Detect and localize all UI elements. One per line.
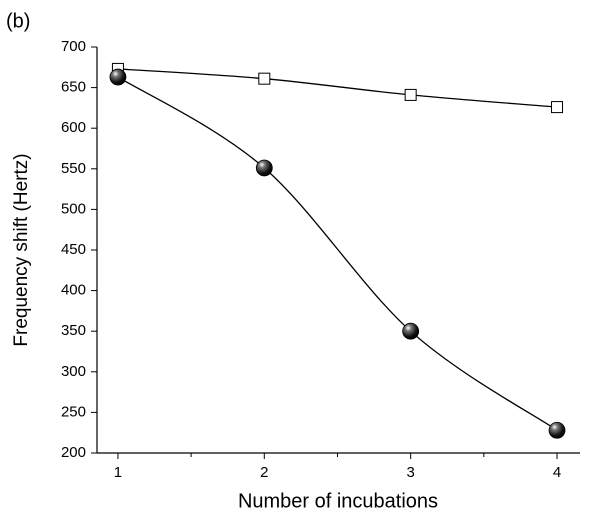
square-marker <box>551 101 564 114</box>
series-line <box>117 68 558 108</box>
y-tick-label: 350 <box>61 322 86 339</box>
y-tick-label: 400 <box>61 282 86 299</box>
x-tick-label: 1 <box>114 464 122 481</box>
x-tick-label: 4 <box>553 464 561 481</box>
y-tick-label: 250 <box>61 403 86 420</box>
y-tick-label: 450 <box>61 241 86 258</box>
x-axis-label: Number of incubations <box>238 490 438 512</box>
square-marker <box>258 72 271 85</box>
y-tick-label: 200 <box>61 444 86 461</box>
sphere-marker <box>548 421 566 439</box>
y-axis-label: Frequency shift (Hertz) <box>11 153 32 346</box>
y-tick-label: 300 <box>61 363 86 380</box>
sphere-marker <box>109 68 127 86</box>
sphere-marker <box>255 159 273 177</box>
x-tick-label: 2 <box>260 464 268 481</box>
series-line <box>117 76 558 431</box>
y-tick-label: 600 <box>61 119 86 136</box>
y-tick-label: 650 <box>61 79 86 96</box>
sphere-marker <box>402 322 420 340</box>
square-marker <box>404 88 417 101</box>
x-tick-label: 3 <box>406 464 414 481</box>
y-tick-label: 550 <box>61 160 86 177</box>
y-tick-label: 700 <box>61 38 86 55</box>
chart-title: (b) <box>6 10 30 32</box>
y-tick-label: 500 <box>61 200 86 217</box>
